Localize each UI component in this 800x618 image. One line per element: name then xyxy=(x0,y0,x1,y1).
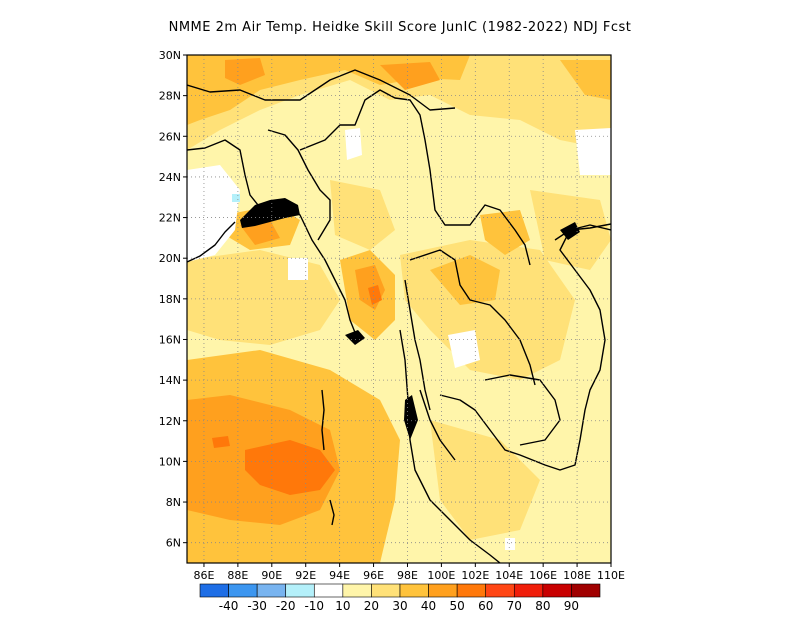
lat-tick-label: 14N xyxy=(159,374,181,387)
colorbar-label: 50 xyxy=(450,599,465,613)
map-title: NMME 2m Air Temp. Heidke Skill Score Jun… xyxy=(168,20,632,35)
colorbar-label: -10 xyxy=(304,599,324,613)
colorbar-swatch xyxy=(485,583,515,598)
colorbar-swatch xyxy=(542,583,572,598)
map-frame xyxy=(186,54,612,564)
gridlines xyxy=(187,54,612,563)
colorbar-label: -40 xyxy=(219,599,239,613)
lon-tick-label: 90E xyxy=(261,569,282,582)
lon-tick-label: 98E xyxy=(397,569,418,582)
colorbar-swatch xyxy=(456,583,487,598)
lat-tick-label: 30N xyxy=(159,49,181,62)
colorbar-swatch xyxy=(313,583,344,598)
dense-coastline xyxy=(240,198,580,440)
lat-tick-label: 24N xyxy=(159,171,181,184)
colorbar-label: -30 xyxy=(247,599,267,613)
lon-tick-label: 96E xyxy=(363,569,384,582)
lat-tick-label: 16N xyxy=(159,333,181,346)
latitude-axis: 30N 28N 26N 24N 22N 20N 18N 16N 14N 12N 10N 8N 6N xyxy=(159,49,187,550)
lat-tick-label: 22N xyxy=(159,212,181,225)
shade-light-blue xyxy=(232,194,240,202)
lat-tick-label: 8N xyxy=(166,496,181,509)
colorbar-swatch xyxy=(228,583,258,598)
colorbar-label: 80 xyxy=(535,599,550,613)
shading-layer xyxy=(187,55,611,563)
colorbar-swatch xyxy=(285,583,315,598)
colorbar-swatch xyxy=(342,583,372,598)
lon-tick-label: 108E xyxy=(563,569,591,582)
lon-tick-label: 86E xyxy=(193,569,214,582)
colorbar-labels: -40 -30 -20 -10 10 20 30 40 50 60 70 80 90 xyxy=(219,599,579,613)
lon-tick-label: 100E xyxy=(427,569,455,582)
colorbar-label: 60 xyxy=(478,599,493,613)
colorbar-label: 30 xyxy=(392,599,407,613)
colorbar xyxy=(199,583,601,598)
colorbar-swatch xyxy=(571,583,601,598)
colorbar-label: -20 xyxy=(276,599,296,613)
colorbar-swatch xyxy=(256,583,287,598)
colorbar-label: 20 xyxy=(364,599,379,613)
lon-tick-label: 106E xyxy=(529,569,557,582)
lat-tick-label: 6N xyxy=(166,537,181,550)
colorbar-swatch xyxy=(399,583,429,598)
colorbar-swatch xyxy=(428,583,458,598)
colorbar-label: 40 xyxy=(421,599,436,613)
lat-tick-label: 18N xyxy=(159,293,181,306)
lat-tick-label: 20N xyxy=(159,252,181,265)
lon-tick-label: 94E xyxy=(329,569,350,582)
lon-tick-label: 110E xyxy=(597,569,625,582)
lat-tick-label: 26N xyxy=(159,130,181,143)
colorbar-label: 10 xyxy=(335,599,350,613)
coastlines-borders xyxy=(187,69,611,563)
lat-tick-label: 12N xyxy=(159,415,181,428)
colorbar-swatch xyxy=(513,583,544,598)
colorbar-swatch xyxy=(371,583,401,598)
colorbar-label: 70 xyxy=(507,599,522,613)
lon-tick-label: 92E xyxy=(295,569,316,582)
colorbar-label: 90 xyxy=(564,599,579,613)
colorbar-swatch xyxy=(199,583,229,598)
lat-tick-label: 10N xyxy=(159,455,181,468)
lat-tick-label: 28N xyxy=(159,90,181,103)
lon-tick-label: 102E xyxy=(461,569,489,582)
lon-tick-label: 104E xyxy=(495,569,523,582)
shade-60 xyxy=(212,285,382,495)
longitude-axis: 86E 88E 90E 92E 94E 96E 98E 100E 102E 104E 106E 108… xyxy=(193,563,625,582)
lon-tick-label: 88E xyxy=(227,569,248,582)
